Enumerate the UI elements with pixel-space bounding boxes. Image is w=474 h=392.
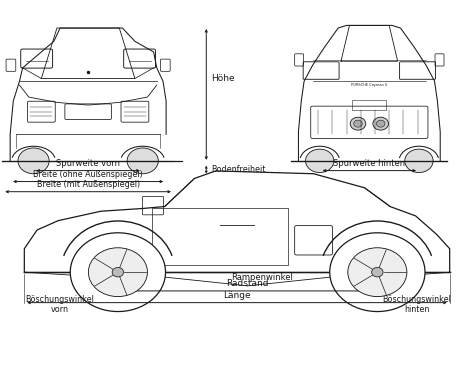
Circle shape xyxy=(306,149,334,172)
Circle shape xyxy=(376,120,385,127)
Circle shape xyxy=(405,149,433,172)
Text: Spurweite vorn: Spurweite vorn xyxy=(56,159,120,168)
Text: Länge: Länge xyxy=(223,291,251,300)
Text: Breite (mit Außenspiegel): Breite (mit Außenspiegel) xyxy=(36,180,140,189)
Circle shape xyxy=(112,267,124,277)
Text: Spurweite hinten: Spurweite hinten xyxy=(333,159,405,168)
Text: Rampenwinkel: Rampenwinkel xyxy=(231,273,293,282)
Circle shape xyxy=(348,248,407,297)
Circle shape xyxy=(372,267,383,277)
Bar xyxy=(352,100,386,111)
Text: Böschungswinkel
hinten: Böschungswinkel hinten xyxy=(383,295,452,314)
Text: Radstand: Radstand xyxy=(227,279,269,288)
Text: Bodenfreiheit: Bodenfreiheit xyxy=(211,165,265,174)
Circle shape xyxy=(354,120,362,127)
Circle shape xyxy=(330,233,425,312)
Text: PORSCHE Cayman S: PORSCHE Cayman S xyxy=(351,83,387,87)
Text: Breite (ohne Außenspiegel): Breite (ohne Außenspiegel) xyxy=(33,170,143,179)
Circle shape xyxy=(373,117,389,130)
Circle shape xyxy=(18,148,49,174)
Text: Böschungswinkel
vorn: Böschungswinkel vorn xyxy=(26,295,94,314)
Circle shape xyxy=(88,248,147,297)
Circle shape xyxy=(127,148,158,174)
Text: Höhe: Höhe xyxy=(211,74,235,83)
Circle shape xyxy=(70,233,165,312)
Circle shape xyxy=(350,117,366,130)
